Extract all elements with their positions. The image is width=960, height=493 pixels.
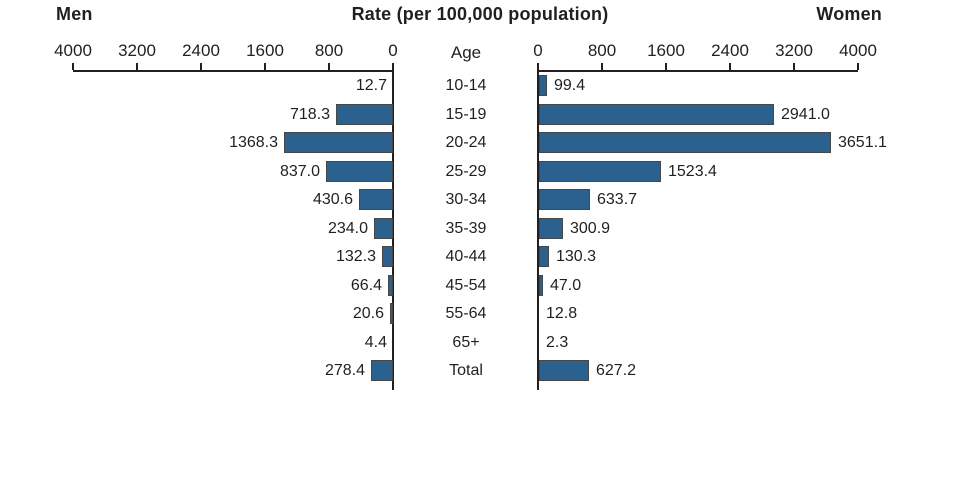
women-value-label: 627.2	[596, 362, 637, 379]
age-group-label: Total	[449, 362, 483, 379]
men-axis-tick	[392, 63, 394, 70]
age-group-label: 55-64	[445, 305, 487, 322]
age-group-label: 30-34	[445, 191, 487, 208]
women-bar	[539, 104, 774, 125]
men-value-label: 132.3	[335, 248, 376, 265]
men-bar	[382, 246, 393, 267]
women-value-label: 3651.1	[838, 134, 887, 151]
age-group-label: 20-24	[445, 134, 487, 151]
men-bar	[388, 275, 393, 296]
age-group-label: 35-39	[445, 220, 487, 237]
men-bar	[336, 104, 393, 125]
women-axis-tick	[665, 63, 667, 70]
age-group-label: 40-44	[445, 248, 487, 265]
men-axis-tick	[328, 63, 330, 70]
men-value-label: 1368.3	[229, 134, 278, 151]
women-axis-tick-label: 800	[587, 41, 617, 60]
women-axis-tick	[857, 63, 859, 70]
women-bar	[539, 189, 590, 210]
men-axis-tick	[264, 63, 266, 70]
age-group-label: 45-54	[445, 277, 487, 294]
men-value-label: 837.0	[279, 163, 320, 180]
men-axis-tick	[72, 63, 74, 70]
men-value-label: 278.4	[324, 362, 365, 379]
women-bar	[539, 161, 661, 182]
women-value-label: 1523.4	[668, 163, 717, 180]
age-group-label: 15-19	[445, 106, 487, 123]
women-bar	[539, 360, 589, 381]
men-bar	[371, 360, 393, 381]
men-value-label: 12.7	[355, 77, 387, 94]
men-axis-tick-label: 4000	[54, 41, 92, 60]
age-axis-header: Age	[450, 43, 482, 62]
men-value-label: 430.6	[312, 191, 353, 208]
women-axis-tick	[537, 63, 539, 70]
men-axis-tick	[136, 63, 138, 70]
chart-title: Rate (per 100,000 population)	[351, 4, 609, 24]
women-axis-tick	[729, 63, 731, 70]
age-group-label: 65+	[452, 334, 480, 351]
women-baseline	[537, 70, 539, 390]
women-value-label: 47.0	[550, 277, 582, 294]
women-axis-tick-label: 3200	[775, 41, 813, 60]
women-value-label: 2941.0	[781, 106, 830, 123]
men-value-label: 234.0	[327, 220, 368, 237]
women-bar	[539, 275, 543, 296]
men-axis-tick-label: 800	[314, 41, 344, 60]
women-axis-tick-label: 4000	[839, 41, 877, 60]
women-value-label: 130.3	[556, 248, 597, 265]
women-bar	[539, 246, 549, 267]
men-axis-tick-label: 3200	[118, 41, 156, 60]
age-group-label: 25-29	[445, 163, 487, 180]
men-value-label: 4.4	[364, 334, 387, 351]
women-axis-tick-label: 2400	[711, 41, 749, 60]
women-value-label: 633.7	[597, 191, 638, 208]
women-value-label: 2.3	[546, 334, 569, 351]
women-axis-tick	[793, 63, 795, 70]
men-bar	[284, 132, 393, 153]
men-value-label: 66.4	[350, 277, 382, 294]
men-value-label: 20.6	[352, 305, 384, 322]
women-value-label: 12.8	[546, 305, 578, 322]
women-axis-tick	[601, 63, 603, 70]
women-title: Women	[816, 4, 882, 24]
men-axis-tick-label: 0	[388, 41, 398, 60]
men-bar	[390, 303, 393, 324]
women-value-label: 300.9	[570, 220, 611, 237]
men-bar	[374, 218, 393, 239]
men-bar	[359, 189, 393, 210]
women-bar	[539, 218, 563, 239]
age-group-label: 10-14	[445, 77, 487, 94]
men-baseline	[392, 70, 394, 390]
women-axis-tick-label: 0	[533, 41, 543, 60]
women-axis-tick-label: 1600	[647, 41, 685, 60]
men-axis-tick	[200, 63, 202, 70]
women-bar	[539, 132, 831, 153]
men-axis-line	[73, 70, 393, 72]
men-title: Men	[56, 4, 93, 24]
women-axis-line	[538, 70, 858, 72]
men-axis-tick-label: 2400	[182, 41, 220, 60]
men-axis-tick-label: 1600	[246, 41, 284, 60]
women-bar	[539, 75, 547, 96]
men-value-label: 718.3	[289, 106, 330, 123]
men-bar	[326, 161, 393, 182]
women-value-label: 99.4	[554, 77, 586, 94]
